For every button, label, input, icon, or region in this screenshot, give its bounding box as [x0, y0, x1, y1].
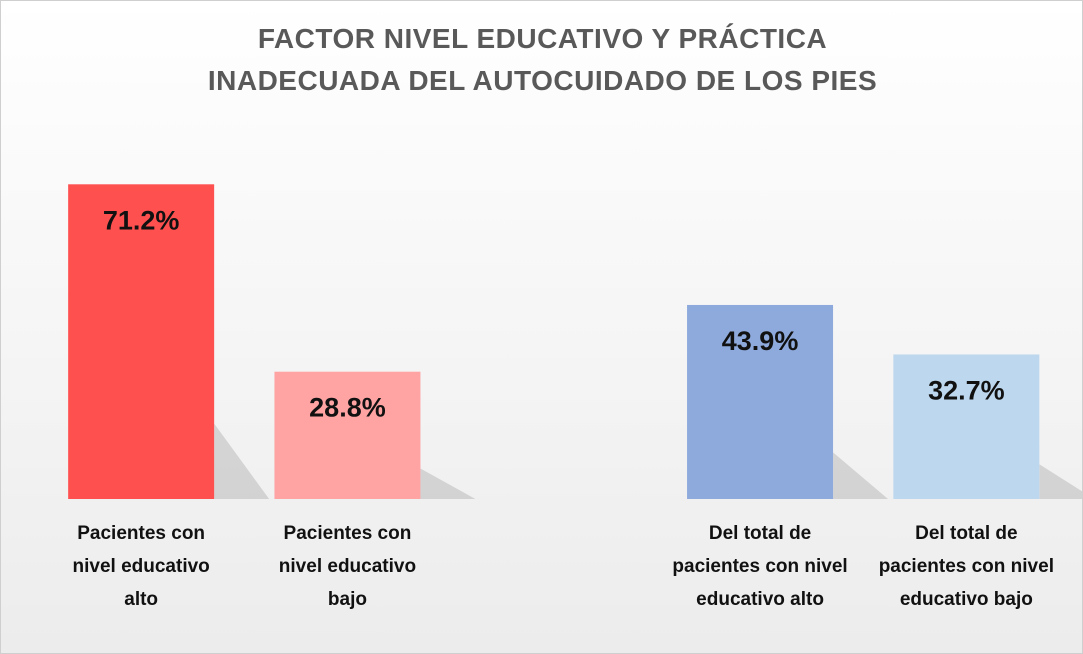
x-tick-label: Pacientes con nivel educativo bajo: [278, 523, 417, 610]
chart-title: FACTOR NIVEL EDUCATIVO Y PRÁCTICA: [257, 23, 828, 54]
bar: [687, 304, 834, 499]
data-label: 28.8%: [309, 393, 386, 423]
bar-shadow: [833, 452, 889, 499]
bar-shadow: [1039, 464, 1082, 499]
x-tick-label: Pacientes con nivel educativo alto: [72, 523, 210, 610]
chart-title: INADECUADA DEL AUTOCUIDADO DE LOS PIES: [207, 65, 878, 96]
bar-shadow: [420, 468, 476, 499]
bar: [893, 354, 1040, 499]
x-tick-label: Del total de pacientes con nivel educati…: [672, 523, 848, 610]
data-label: 71.2%: [103, 205, 180, 235]
data-label: 32.7%: [928, 375, 1005, 405]
bar: [68, 184, 215, 499]
data-label: 43.9%: [722, 326, 799, 356]
bar-shadow: [214, 423, 270, 499]
x-tick-label: Del total de pacientes con nivel educati…: [878, 523, 1054, 610]
bar: [274, 371, 421, 499]
